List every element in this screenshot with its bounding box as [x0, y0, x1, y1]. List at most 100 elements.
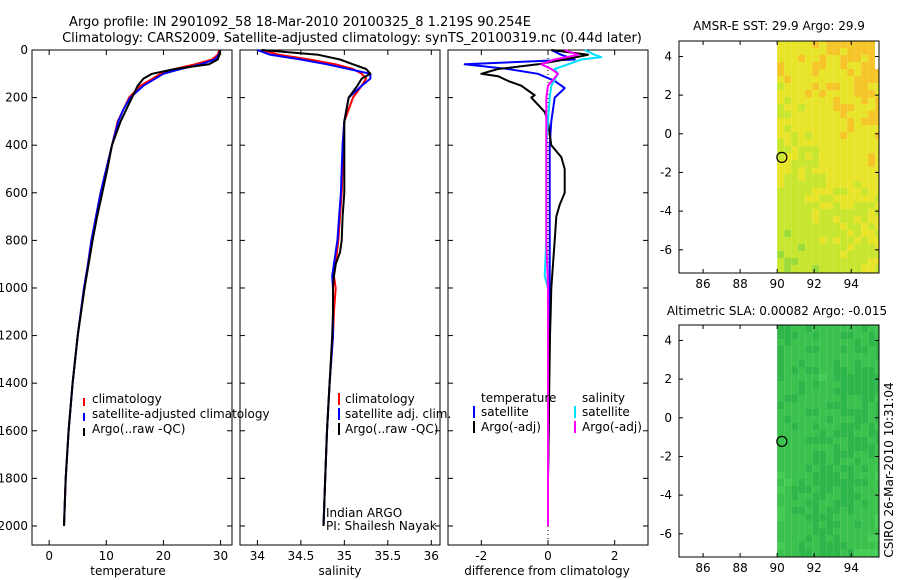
map-cell	[819, 444, 827, 451]
map-cell	[847, 132, 855, 139]
series-line-blue	[63, 49, 221, 527]
map-cell	[854, 549, 862, 556]
map-cell	[798, 146, 806, 153]
map-cell	[826, 97, 834, 104]
map-cell	[833, 507, 841, 514]
map-cell	[875, 244, 879, 251]
map-cell	[819, 332, 827, 339]
map-cell	[798, 479, 806, 486]
map-cell	[826, 528, 834, 535]
map-cell	[840, 493, 848, 500]
map-cell	[826, 223, 834, 230]
map-cell	[784, 216, 792, 223]
map-cell	[847, 90, 855, 97]
map-cell	[833, 244, 841, 251]
map-cell	[868, 479, 876, 486]
map-cell	[861, 535, 869, 542]
map-cell	[847, 360, 855, 367]
y-tick-label: -4	[660, 488, 672, 502]
map-cell	[840, 395, 848, 402]
map-cell	[847, 479, 855, 486]
map-cell	[854, 202, 862, 209]
map-cell	[791, 437, 799, 444]
map-cell	[819, 367, 827, 374]
map-cell	[854, 244, 862, 251]
map-cell	[847, 423, 855, 430]
map-cell	[826, 542, 834, 549]
map-cell	[791, 76, 799, 83]
map-cell	[798, 195, 806, 202]
map-cell	[833, 181, 841, 188]
map-cell	[826, 111, 834, 118]
map-cell	[826, 507, 834, 514]
map-cell	[784, 111, 792, 118]
x-tick-label: 90	[770, 277, 785, 291]
map-cell	[805, 423, 813, 430]
map-cell	[819, 62, 827, 69]
map-cell	[833, 381, 841, 388]
map-cell	[812, 507, 820, 514]
map-cell	[805, 139, 813, 146]
map-cell	[854, 258, 862, 265]
map-cell	[847, 265, 855, 272]
map-cell	[826, 325, 834, 332]
map-cell	[791, 146, 799, 153]
map-cell	[777, 486, 785, 493]
map-cell	[798, 514, 806, 521]
map-cell	[826, 230, 834, 237]
map-cell	[861, 167, 869, 174]
credit-line1: Indian ARGO	[326, 506, 402, 520]
map-cell	[847, 346, 855, 353]
map-cell	[833, 458, 841, 465]
y-tick-label: 400	[5, 138, 28, 152]
map-cell	[861, 62, 869, 69]
map-cell	[861, 360, 869, 367]
map-cell	[875, 458, 879, 465]
map-cell	[812, 549, 820, 556]
map-cell	[777, 76, 785, 83]
map-cell	[819, 360, 827, 367]
map-cell	[805, 153, 813, 160]
series-line-red	[261, 49, 368, 527]
y-tick-label: 800	[5, 233, 28, 247]
map-cell	[777, 493, 785, 500]
map-cell	[791, 118, 799, 125]
map-cell	[861, 174, 869, 181]
map-cell	[868, 528, 876, 535]
legend-satellite-adjusted: satellite-adjusted climatology	[92, 407, 270, 421]
map-cell	[847, 430, 855, 437]
map-cell	[805, 76, 813, 83]
map-cell	[798, 542, 806, 549]
map-cell	[833, 90, 841, 97]
salinity-ticks: 34 34.5 35 35.5 36	[240, 49, 440, 563]
map-cell	[854, 430, 862, 437]
map-cell	[791, 493, 799, 500]
map-cell	[805, 528, 813, 535]
map-cell	[826, 374, 834, 381]
map-cell	[854, 132, 862, 139]
map-cell	[868, 367, 876, 374]
map-cell	[840, 388, 848, 395]
map-cell	[833, 153, 841, 160]
map-cell	[777, 416, 785, 423]
map-cell	[840, 549, 848, 556]
map-cell	[805, 514, 813, 521]
map-cell	[819, 430, 827, 437]
map-cell	[861, 332, 869, 339]
map-cell	[826, 153, 834, 160]
map-cell	[777, 223, 785, 230]
temperature-plot-frame	[31, 49, 233, 546]
map-cell	[777, 41, 785, 48]
map-cell	[784, 132, 792, 139]
map-cell	[847, 444, 855, 451]
map-cell	[861, 97, 869, 104]
map-cell	[819, 139, 827, 146]
map-cell	[847, 237, 855, 244]
map-cell	[875, 423, 879, 430]
map-cell	[840, 258, 848, 265]
map-cell	[861, 251, 869, 258]
map-cell	[777, 458, 785, 465]
map-cell	[868, 97, 876, 104]
map-cell	[833, 41, 841, 48]
map-cell	[833, 437, 841, 444]
